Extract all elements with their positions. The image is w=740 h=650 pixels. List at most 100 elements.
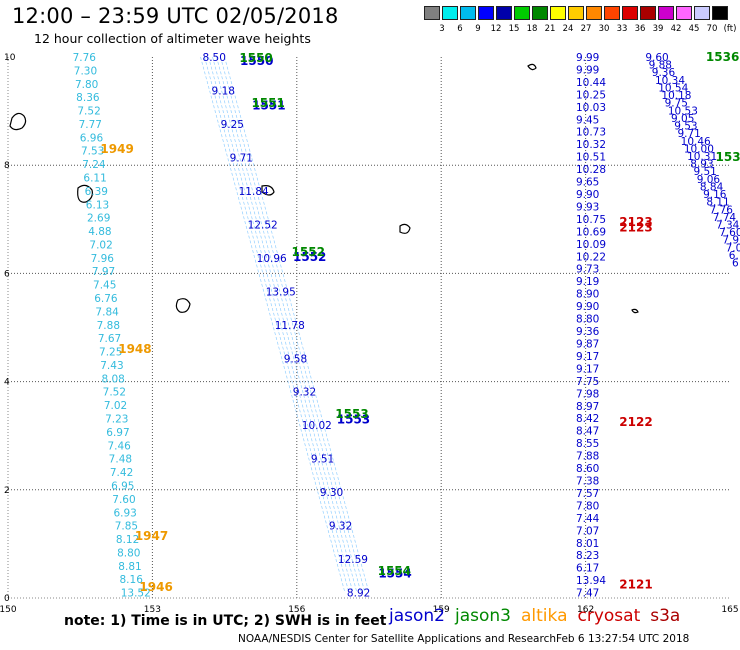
track-time-label: 1550 bbox=[239, 51, 272, 65]
wave-height-value: 7.97 bbox=[92, 266, 115, 278]
legend-swatch bbox=[442, 6, 458, 20]
wave-height-value: 9.99 bbox=[576, 64, 599, 76]
wave-height-value: 10.32 bbox=[576, 139, 606, 151]
y-tick-label: 2 bbox=[4, 486, 10, 496]
wave-height-value: 10.28 bbox=[576, 164, 606, 176]
wave-height-value: 13.95 bbox=[266, 286, 296, 298]
wave-height-value: 7.80 bbox=[576, 500, 599, 512]
track-time-label: 1554 bbox=[378, 567, 411, 581]
legend-label: 3 bbox=[439, 24, 445, 34]
y-tick-label: 8 bbox=[4, 161, 10, 171]
track-time-label: 2123 bbox=[619, 215, 652, 229]
wave-height-value: 10.18 bbox=[661, 90, 691, 102]
wave-height-value: 7.47 bbox=[576, 588, 599, 600]
wave-height-value: 9.65 bbox=[576, 177, 599, 189]
wave-height-value: 7.76 bbox=[710, 204, 734, 216]
timestamp-text: Feb 6 13:27:54 UTC 2018 bbox=[556, 633, 690, 645]
track-band-line bbox=[220, 56, 366, 593]
wave-height-value: 9.75 bbox=[665, 98, 688, 110]
satellite-tracks bbox=[200, 56, 370, 593]
legend-label: 70 bbox=[706, 24, 718, 34]
wave-height-value: 8.55 bbox=[576, 438, 599, 450]
wave-height-value: 9.36 bbox=[576, 326, 600, 338]
wave-height-value: 9.19 bbox=[576, 276, 599, 288]
wave-height-value: 7.88 bbox=[97, 320, 120, 332]
satellite-legend-altika: altika bbox=[521, 606, 568, 626]
wave-height-value: 6.95 bbox=[111, 480, 134, 492]
satellite-legend-jason3: jason3 bbox=[455, 606, 511, 626]
wave-height-value: 2.69 bbox=[87, 213, 110, 225]
wave-height-value: 10.53 bbox=[668, 105, 698, 117]
wave-height-value: 7.88 bbox=[576, 451, 599, 463]
wave-height-value: 8.11 bbox=[706, 197, 729, 209]
wave-height-value: 10.44 bbox=[576, 77, 606, 89]
wave-height-value: 7.48 bbox=[109, 454, 132, 466]
track-time-label: 1554 bbox=[378, 564, 411, 578]
legend-swatch bbox=[424, 6, 440, 20]
track-time-label: 1946 bbox=[139, 580, 172, 594]
x-tick-label: 162 bbox=[577, 605, 594, 615]
wave-height-value: 6.39 bbox=[85, 186, 108, 198]
wave-height-value: 8.84 bbox=[700, 181, 724, 193]
legend-label: 33 bbox=[616, 24, 628, 34]
wave-height-value: 9.88 bbox=[649, 60, 672, 72]
wave-height-value: 9.05 bbox=[671, 113, 694, 125]
legend-swatch bbox=[640, 6, 656, 20]
track-time-label: 2121 bbox=[619, 577, 652, 591]
wave-height-value: 9.36 bbox=[652, 67, 676, 79]
wave-height-value: 10.75 bbox=[576, 214, 606, 226]
wave-height-value: 6 bbox=[732, 258, 739, 270]
track-band-line bbox=[208, 56, 354, 593]
wave-height-value: 8.36 bbox=[76, 92, 100, 104]
legend-label: 30 bbox=[598, 24, 610, 34]
wave-height-value: 10.69 bbox=[576, 226, 606, 238]
wave-height-value: 8.97 bbox=[576, 401, 599, 413]
y-tick-label: 6 bbox=[4, 269, 10, 279]
wave-height-value: 8.23 bbox=[576, 550, 599, 562]
wave-height-value: 7.76 bbox=[73, 52, 97, 64]
satellite-legend-cryosat: cryosat bbox=[577, 606, 641, 626]
chart-subtitle: 12 hour collection of altimeter wave hei… bbox=[34, 31, 311, 46]
legend-swatch bbox=[496, 6, 512, 20]
legend-swatch bbox=[586, 6, 602, 20]
track-time-label: 1551 bbox=[251, 96, 284, 110]
wave-height-value: 9.53 bbox=[674, 121, 697, 133]
axis-labels: 150 153 156 159 162 165 0 2 4 6 8 10 bbox=[0, 53, 739, 615]
track-time-label: 2123 bbox=[619, 220, 652, 234]
wave-height-value: 13.94 bbox=[576, 575, 606, 587]
wave-height-value: 7.60 bbox=[719, 227, 740, 239]
island-outline bbox=[175, 298, 191, 313]
wave-height-value: 11.84 bbox=[239, 186, 269, 198]
wave-height-value: 7.44 bbox=[576, 513, 600, 525]
island-outline bbox=[399, 223, 411, 234]
wave-height-value: 7.38 bbox=[576, 475, 599, 487]
legend-swatch bbox=[694, 6, 710, 20]
legend-swatch bbox=[658, 6, 674, 20]
wave-height-value: 7.84 bbox=[95, 306, 119, 318]
wave-height-value: 8.92 bbox=[347, 588, 370, 600]
wave-height-value: 7.02 bbox=[89, 239, 112, 251]
legend-label: 12 bbox=[490, 24, 502, 34]
wave-height-value: 7.24 bbox=[82, 159, 106, 171]
track-time-label: 2122 bbox=[619, 415, 652, 429]
credit-text: NOAA/NESDIS Center for Satellite Applica… bbox=[238, 633, 556, 645]
wave-height-value: 9.32 bbox=[329, 521, 352, 533]
track-time-label: 1553 bbox=[337, 412, 370, 426]
wave-height-value: 9.99 bbox=[576, 52, 599, 64]
wave-height-value: 7.96 bbox=[91, 253, 115, 265]
wave-height-value: 9.90 bbox=[576, 189, 599, 201]
legend-swatch bbox=[460, 6, 476, 20]
wave-height-value: 9.71 bbox=[230, 152, 253, 164]
track-band-line bbox=[216, 56, 362, 593]
wave-height-value: 7.52 bbox=[77, 106, 100, 118]
legend-label: 21 bbox=[544, 24, 556, 34]
wave-height-value: 9.18 bbox=[212, 85, 235, 97]
legend-swatch bbox=[712, 6, 728, 20]
wave-height-value: 8.08 bbox=[101, 373, 124, 385]
satellite-legend-s3a: s3a bbox=[650, 606, 681, 626]
wave-height-value: 9.17 bbox=[576, 351, 599, 363]
wave-height-value: 6.97 bbox=[106, 427, 129, 439]
track-time-label: 1537 bbox=[716, 150, 740, 164]
wave-height-value: 7.60 bbox=[112, 494, 135, 506]
